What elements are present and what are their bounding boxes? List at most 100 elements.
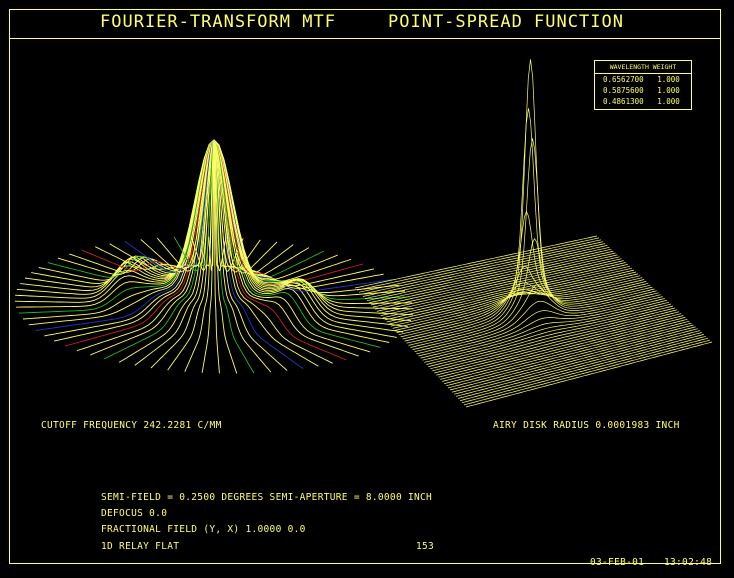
- psf-grid-line: [378, 258, 622, 314]
- psf-grid-line: [410, 138, 655, 348]
- psf-grid-line: [398, 277, 643, 336]
- psf-grid-line: [456, 332, 702, 397]
- mtf-profile-line: [44, 139, 215, 337]
- psf-grid-line: [362, 243, 606, 297]
- mtf-profile-line: [173, 139, 215, 272]
- psf-grid-line: [416, 294, 661, 355]
- legend-header: WAVELENGTH WEIGHT: [595, 61, 691, 74]
- mtf-profile-line: [35, 139, 215, 331]
- legend-wavelength: 0.6562700: [603, 75, 644, 84]
- mtf-profile-line: [213, 139, 384, 289]
- mtf-profile-line: [69, 139, 215, 273]
- psf-grid-line: [372, 252, 616, 308]
- psf-grid-line: [461, 337, 708, 404]
- psf-grid-line: [448, 324, 694, 389]
- psf-grid-line: [394, 273, 639, 331]
- semi-field-line: SEMI-FIELD = 0.2500 DEGREES SEMI-APERTUR…: [101, 492, 433, 503]
- psf-grid-line: [384, 264, 628, 321]
- mtf-profile-line: [57, 139, 215, 276]
- mtf-profile-line: [28, 139, 215, 326]
- mtf-profile-line: [213, 139, 238, 374]
- psf-grid-line: [432, 309, 678, 372]
- psf-grid-line: [450, 326, 696, 391]
- title-divider: [9, 38, 721, 39]
- mtf-profile-line: [213, 139, 310, 277]
- psf-grid-line: [396, 275, 641, 333]
- time-stamp: 13:02:48: [664, 557, 713, 568]
- mtf-profile-line: [167, 139, 215, 371]
- mtf-profile-line: [47, 139, 215, 278]
- airy-disk-label: AIRY DISK RADIUS 0.0001983 INCH: [493, 420, 680, 431]
- psf-grid-line: [465, 341, 713, 408]
- psf-grid-line: [438, 315, 684, 378]
- psf-grid-line: [402, 265, 647, 340]
- psf-grid-line: [358, 239, 602, 293]
- mtf-profile-line: [22, 139, 215, 320]
- legend-row: 0.6562700 1.000: [603, 75, 680, 84]
- psf-grid-line: [354, 235, 598, 289]
- psf-grid-line: [452, 328, 698, 393]
- mtf-profile-line: [90, 139, 215, 356]
- psf-grid-line: [380, 260, 624, 316]
- fractional-field-line: FRACTIONAL FIELD (Y, X) 1.0000 0.0: [101, 524, 306, 535]
- mtf-profile-line: [213, 139, 364, 284]
- mtf-profile-line: [81, 139, 215, 271]
- mtf-profile-line: [213, 139, 261, 273]
- psf-grid-line: [424, 301, 669, 363]
- psf-grid-line: [442, 318, 688, 382]
- psf-grid-line: [430, 307, 676, 370]
- mtf-profile-line: [213, 139, 406, 297]
- legend-weight: 1.000: [657, 75, 680, 84]
- psf-grid-line: [366, 247, 610, 302]
- mtf-profile-line: [38, 139, 215, 281]
- mtf-profile-line: [213, 139, 278, 274]
- mtf-profile-line: [213, 139, 220, 374]
- mtf-profile-line: [53, 139, 215, 342]
- mtf-profile-line: [140, 139, 215, 273]
- legend-row: 0.5875600 1.000: [603, 86, 680, 95]
- mtf-profile-line: [213, 139, 255, 374]
- psf-grid-line: [382, 262, 626, 319]
- psf-grid-line: [446, 322, 692, 387]
- psf-grid-line: [463, 339, 710, 406]
- mtf-profile-line: [190, 139, 215, 271]
- mtf-title: FOURIER-TRANSFORM MTF: [100, 12, 336, 32]
- psf-surface-plot: [354, 59, 713, 408]
- mtf-profile-line: [95, 139, 215, 270]
- psf-grid-line: [356, 237, 600, 291]
- psf-grid-line: [440, 317, 686, 380]
- psf-grid-line: [426, 303, 671, 365]
- mtf-profile-line: [213, 139, 410, 300]
- mtf-profile-line: [14, 139, 215, 303]
- mtf-profile-line: [213, 139, 412, 322]
- psf-grid-line: [414, 284, 659, 353]
- psf-grid-line: [454, 330, 700, 395]
- mtf-profile-line: [208, 139, 215, 272]
- mtf-profile-line: [16, 139, 215, 295]
- psf-grid-line: [420, 298, 665, 359]
- mtf-profile-line: [213, 139, 333, 364]
- mtf-surface-plot: [14, 139, 414, 374]
- psf-grid-line: [422, 300, 667, 361]
- page-number: 153: [416, 541, 435, 552]
- mtf-profile-line: [103, 139, 215, 360]
- lens-name-line: 1D RELAY FLAT: [101, 541, 180, 552]
- psf-grid-line: [400, 279, 645, 338]
- psf-grid-line: [418, 296, 663, 357]
- mtf-profile-line: [213, 139, 338, 280]
- mtf-profile-line: [213, 139, 375, 287]
- defocus-line: DEFOCUS 0.0: [101, 508, 168, 519]
- mtf-profile-line: [213, 139, 272, 373]
- mtf-profile-line: [124, 139, 215, 274]
- plot-frame: [9, 9, 721, 564]
- psf-grid-line: [368, 248, 612, 304]
- psf-grid-line: [436, 313, 682, 376]
- legend-row: 0.4861300 1.000: [603, 97, 680, 106]
- legend-wavelength: 0.4861300: [603, 97, 644, 106]
- mtf-profile-line: [213, 139, 408, 327]
- mtf-profile-line: [213, 139, 227, 272]
- psf-grid-line: [428, 305, 674, 367]
- cutoff-frequency-label: CUTOFF FREQUENCY 242.2281 C/MM: [41, 420, 222, 431]
- mtf-profile-line: [118, 139, 215, 363]
